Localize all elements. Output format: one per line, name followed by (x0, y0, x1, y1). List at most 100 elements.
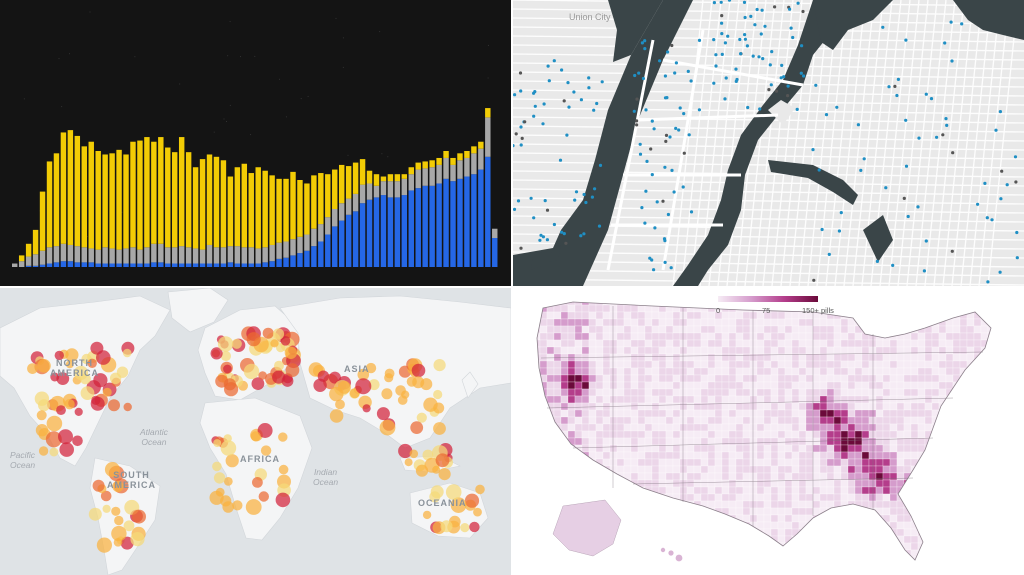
bar-segment (185, 263, 192, 267)
county-cell (756, 360, 765, 369)
event-bubble (258, 371, 267, 380)
location-point (786, 84, 790, 88)
event-bubble (38, 446, 49, 456)
county-cell (623, 367, 632, 376)
county-cell (945, 332, 954, 341)
county-cell (567, 332, 576, 341)
county-cell (938, 374, 947, 383)
event-bubble (473, 507, 482, 517)
county-cell (840, 479, 849, 488)
county-cell (728, 388, 737, 397)
county-cell (917, 416, 926, 425)
county-cell (966, 353, 975, 362)
county-cell (728, 381, 737, 390)
county-cell (910, 353, 919, 362)
county-cell (679, 311, 688, 320)
county-cell (609, 367, 618, 376)
county-cell (644, 367, 653, 376)
county-cell (812, 388, 821, 397)
county-cell (742, 437, 751, 446)
county-cell (679, 479, 688, 488)
county-cell (847, 423, 856, 432)
county-cell (903, 528, 912, 537)
county-cell (672, 353, 681, 362)
county-cell (770, 346, 779, 355)
location-point (820, 227, 824, 232)
event-bubble (35, 424, 49, 437)
county-cell (777, 535, 786, 544)
county-cell (588, 374, 597, 383)
county-cell (749, 507, 758, 516)
county-cell (910, 556, 919, 560)
county-cell (700, 346, 709, 355)
bar-segment (12, 263, 18, 267)
nyc-point-map (513, 0, 1024, 286)
event-bubble (412, 376, 425, 389)
county-cell (854, 465, 863, 474)
county-cell (805, 381, 814, 390)
county-cell (749, 388, 758, 397)
county-cell (595, 437, 604, 446)
county-cell (623, 423, 632, 432)
location-point (950, 59, 954, 63)
county-cell (749, 423, 758, 432)
county-cell (763, 416, 772, 425)
county-cell (742, 409, 751, 418)
county-cell (637, 437, 646, 446)
county-cell (868, 402, 877, 411)
county-cell (623, 402, 632, 411)
county-cell (602, 325, 611, 334)
county-cell (679, 402, 688, 411)
location-point (663, 260, 667, 264)
county-cell (868, 437, 877, 446)
county-cell (917, 402, 926, 411)
bar-segment (130, 141, 136, 248)
county-cell (609, 395, 618, 404)
county-cell (812, 395, 821, 404)
location-point (652, 127, 656, 131)
county-cell (945, 339, 954, 348)
location-point (837, 229, 841, 233)
county-cell (742, 367, 751, 376)
bar-segment (471, 146, 477, 154)
event-bubble (285, 363, 300, 377)
county-cell (658, 346, 667, 355)
location-point (985, 216, 989, 220)
location-point (516, 199, 521, 203)
event-bubble (384, 373, 394, 383)
location-point (712, 38, 716, 42)
county-cell (721, 500, 730, 509)
county-cell (602, 304, 611, 313)
county-cell (798, 360, 807, 369)
county-cell (931, 388, 940, 397)
county-cell (896, 458, 905, 467)
county-cell (812, 479, 821, 488)
county-cell (553, 402, 562, 411)
location-point (720, 21, 724, 25)
county-cell (791, 493, 800, 502)
county-cell (644, 430, 653, 439)
county-cell (910, 395, 919, 404)
county-cell (882, 479, 891, 488)
county-cell (840, 388, 849, 397)
county-cell (623, 318, 632, 327)
county-cell (707, 500, 716, 509)
county-cell (693, 395, 702, 404)
county-cell (861, 409, 870, 418)
bar-segment (206, 154, 213, 245)
county-cell (630, 437, 639, 446)
county-cell (700, 325, 709, 334)
county-cell (819, 437, 828, 446)
county-cell (966, 325, 975, 334)
county-cell (819, 430, 828, 439)
location-point (727, 0, 732, 2)
county-cell (784, 479, 793, 488)
location-point (519, 125, 523, 129)
county-cell (903, 444, 912, 453)
county-cell (679, 381, 688, 390)
county-cell (651, 444, 660, 453)
county-cell (959, 318, 968, 327)
county-cell (714, 353, 723, 362)
county-cell (973, 339, 982, 348)
county-cell (784, 402, 793, 411)
